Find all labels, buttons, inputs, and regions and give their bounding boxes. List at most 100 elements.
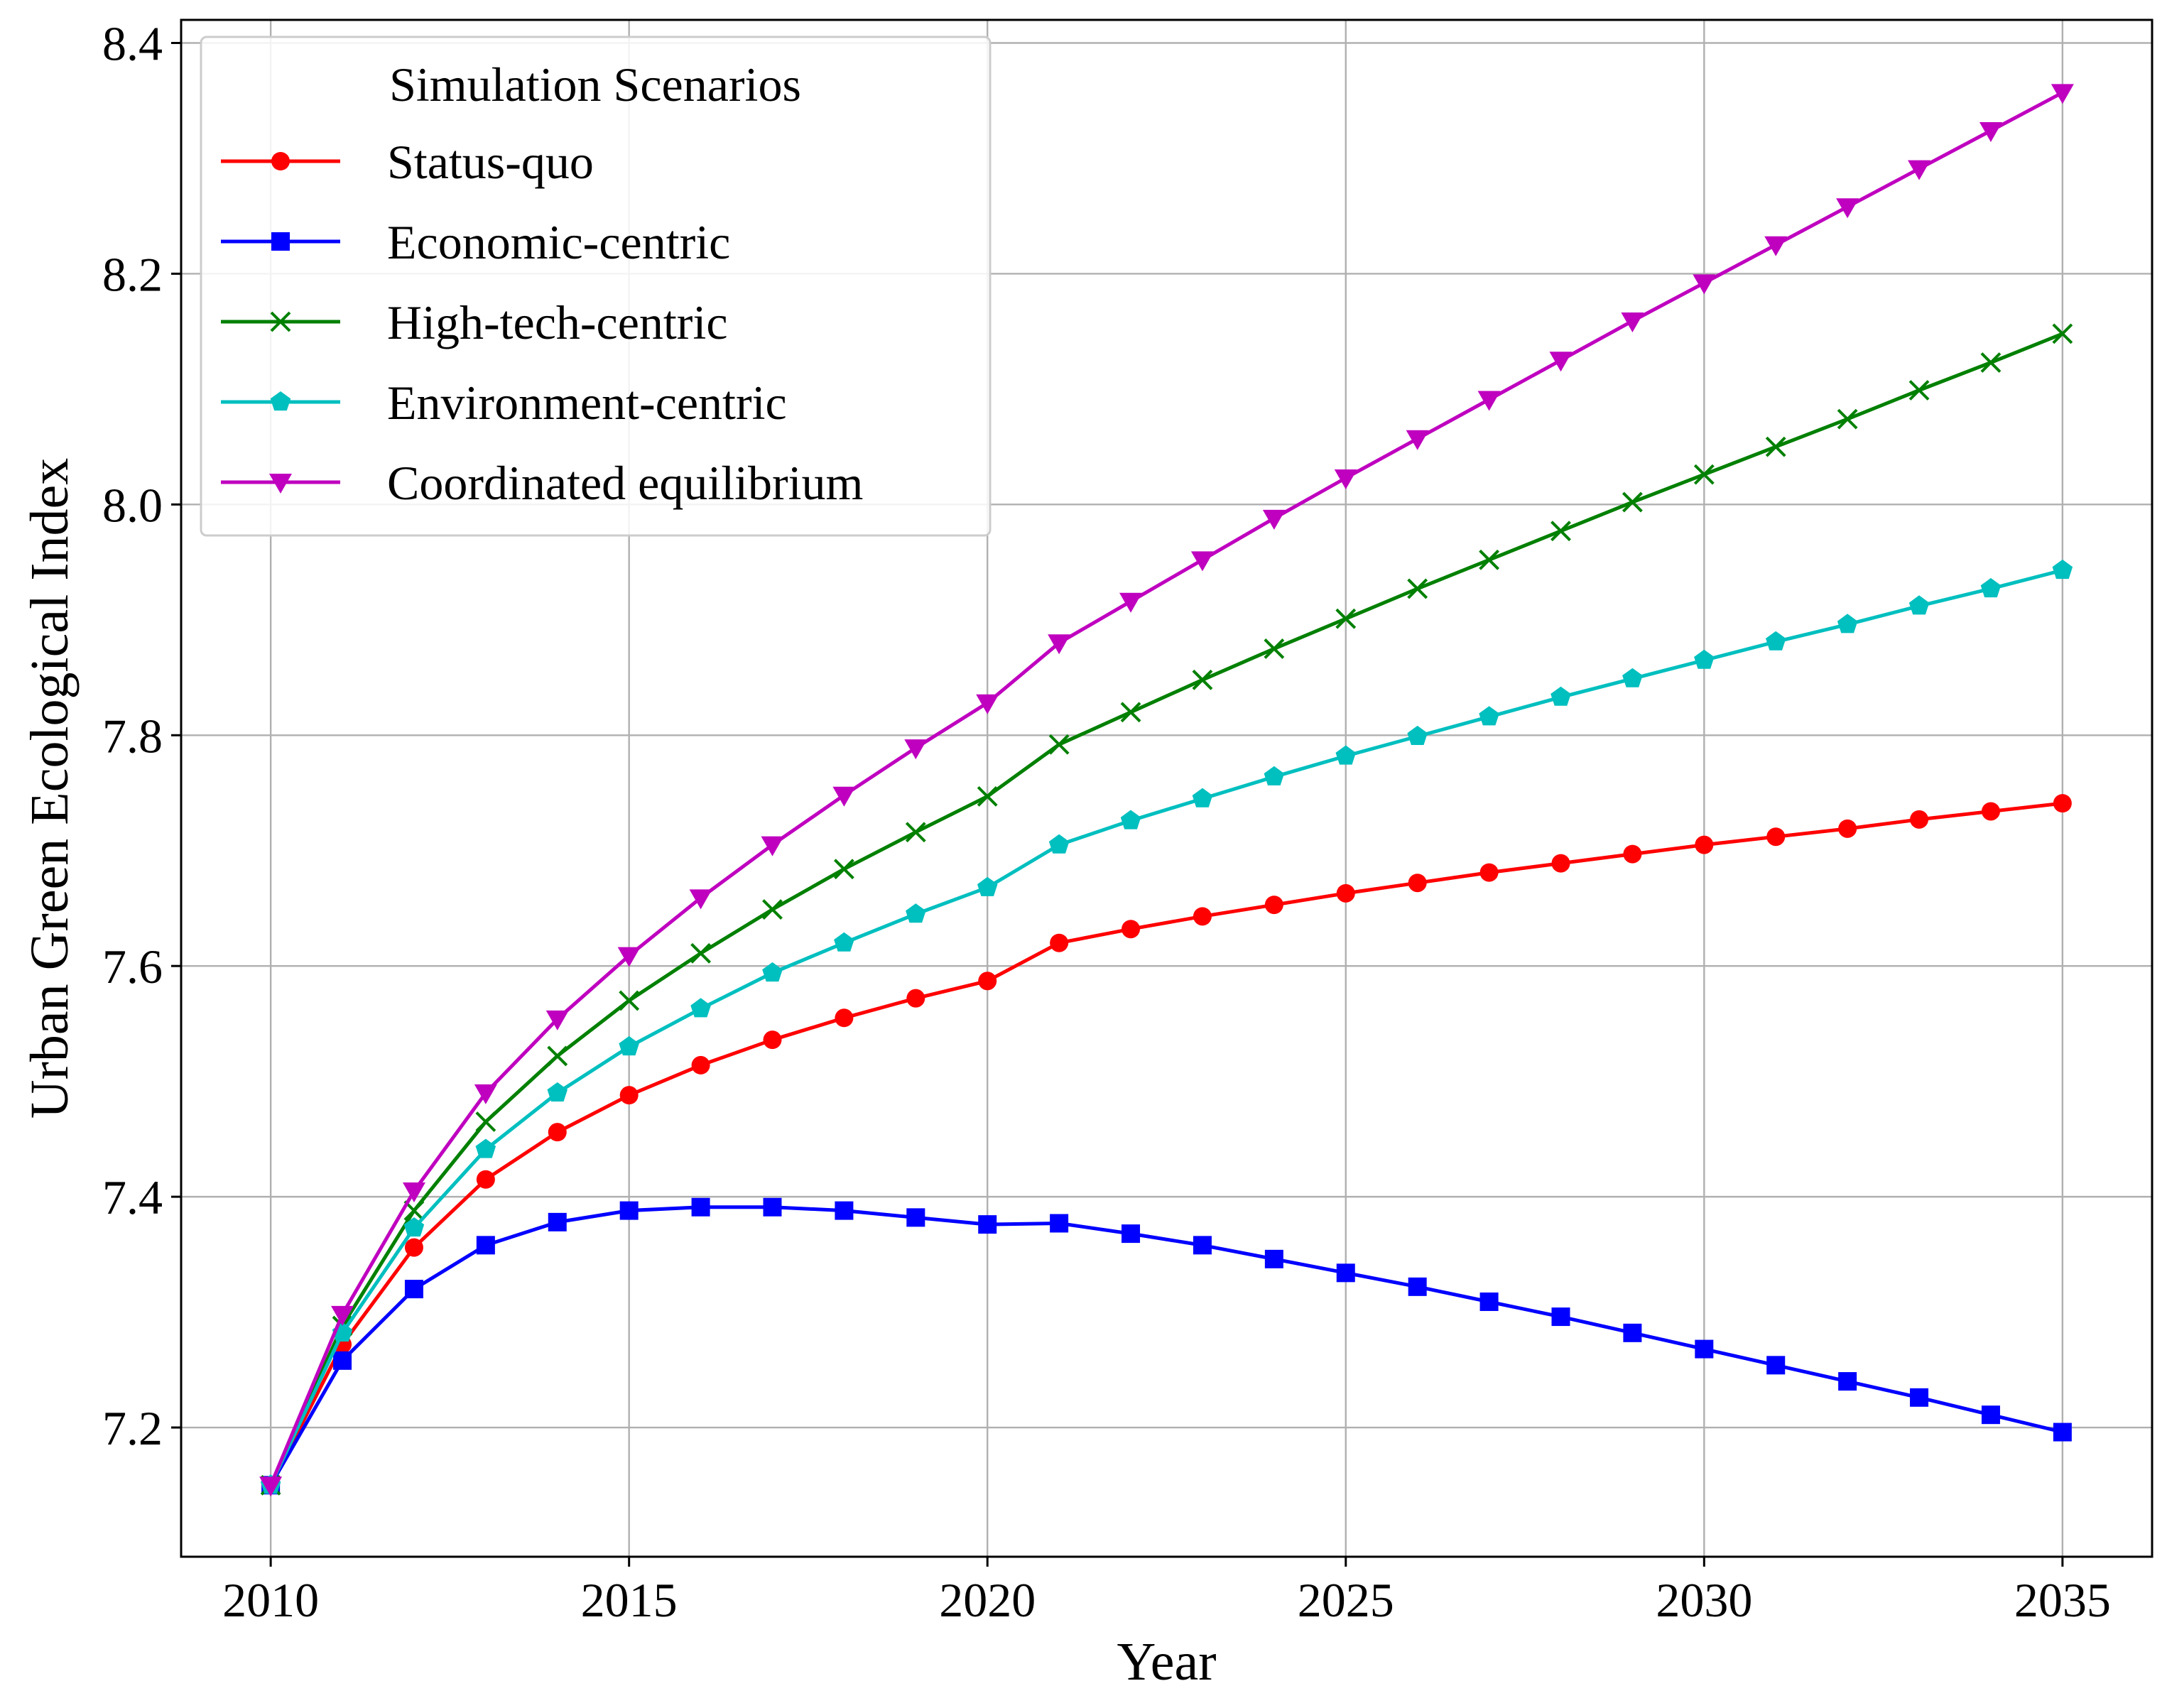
data-point-status-quo (1193, 907, 1212, 926)
data-point-environment-centric (475, 1138, 496, 1158)
data-point-economic-centric (835, 1201, 854, 1220)
data-point-high-tech-centric (1550, 521, 1571, 542)
data-point-economic-centric (1766, 1356, 1786, 1375)
data-point-high-tech-centric (547, 1045, 568, 1067)
data-point-coordinated-equilibrium (1048, 634, 1071, 655)
data-point-environment-centric (1766, 631, 1786, 651)
data-point-status-quo (476, 1170, 495, 1189)
data-point-coordinated-equilibrium (832, 786, 856, 807)
series-line-status-quo (268, 801, 2063, 1486)
y-tick-label: 7.8 (102, 709, 163, 763)
data-point-economic-centric (1910, 1388, 1929, 1407)
data-point-economic-centric (2053, 1423, 2072, 1442)
data-point-environment-centric (2052, 559, 2073, 580)
data-point-economic-centric (1264, 1249, 1283, 1268)
data-point-high-tech-centric (1693, 464, 1715, 485)
data-point-environment-centric (977, 876, 998, 896)
data-point-economic-centric (404, 1280, 423, 1299)
axis-ticks: 2010 2015 2020 2025 2030 2035 7.2 7.4 7.6 7.8 8.0 8… (102, 16, 2111, 1627)
data-point-high-tech-centric (905, 822, 926, 843)
legend-item-coordinated-equilibrium: Coordinated equilibrium (221, 456, 863, 510)
legend-label-environment-centric: Environment-centric (387, 376, 787, 430)
data-point-coordinated-equilibrium (331, 1305, 354, 1326)
data-point-high-tech-centric (1908, 380, 1930, 401)
data-point-coordinated-equilibrium (617, 947, 641, 967)
data-point-status-quo (619, 1086, 639, 1105)
data-point-high-tech-centric (690, 942, 712, 964)
data-point-environment-centric (619, 1035, 639, 1056)
data-point-economic-centric (1695, 1339, 1714, 1359)
legend-item-status-quo: Status-quo (221, 135, 594, 189)
x-tick-label: 2015 (581, 1573, 678, 1627)
data-point-economic-centric (978, 1215, 997, 1234)
data-point-environment-centric (1694, 649, 1715, 669)
data-point-coordinated-equilibrium (2051, 84, 2074, 104)
data-point-high-tech-centric (1765, 436, 1786, 457)
series-status-quo (261, 794, 2072, 1495)
data-point-coordinated-equilibrium (761, 836, 784, 856)
data-point-environment-centric (1264, 766, 1285, 785)
data-point-high-tech-centric (1264, 638, 1285, 659)
legend-marker-economic-centric (271, 232, 290, 251)
data-point-economic-centric (619, 1201, 639, 1220)
data-point-coordinated-equilibrium (259, 1476, 283, 1497)
x-tick-label: 2035 (2014, 1573, 2111, 1627)
data-point-status-quo (763, 1030, 782, 1050)
y-tick-label: 7.6 (102, 940, 163, 994)
data-point-economic-centric (763, 1197, 782, 1217)
data-point-coordinated-equilibrium (1979, 121, 2002, 142)
data-point-coordinated-equilibrium (1764, 236, 1788, 256)
legend-marker-coordinated-equilibrium (269, 474, 292, 494)
series-layer (259, 84, 2074, 1497)
data-point-status-quo (1838, 819, 1857, 838)
data-point-environment-centric (1980, 577, 2002, 598)
series-line-high-tech-centric (268, 332, 2063, 1486)
data-point-economic-centric (1050, 1214, 1069, 1233)
data-point-environment-centric (403, 1217, 425, 1237)
data-point-coordinated-equilibrium (1119, 592, 1143, 613)
data-point-high-tech-centric (1120, 702, 1141, 723)
data-point-status-quo (906, 989, 925, 1008)
legend-item-high-tech-centric: High-tech-centric (221, 295, 728, 349)
data-point-status-quo (1408, 874, 1427, 893)
legend-label-high-tech-centric: High-tech-centric (387, 295, 728, 349)
data-point-coordinated-equilibrium (904, 739, 928, 760)
data-point-environment-centric (1335, 745, 1356, 765)
x-axis-label: Year (1117, 1632, 1216, 1692)
y-tick-label: 7.2 (102, 1401, 163, 1455)
legend-item-economic-centric: Economic-centric (221, 215, 730, 269)
data-point-coordinated-equilibrium (402, 1182, 425, 1202)
legend-title: Simulation Scenarios (389, 58, 801, 111)
legend-box (200, 36, 992, 537)
series-environment-centric (260, 559, 2073, 1494)
series-line-economic-centric (268, 1205, 2063, 1486)
y-tick-label: 7.4 (102, 1170, 163, 1224)
data-point-status-quo (1121, 920, 1141, 939)
data-point-economic-centric (1623, 1323, 1642, 1342)
data-point-environment-centric (1048, 834, 1070, 854)
series-line-environment-centric (268, 568, 2063, 1486)
data-point-coordinated-equilibrium (1477, 391, 1501, 411)
data-point-status-quo (978, 972, 997, 991)
data-point-environment-centric (1192, 788, 1213, 807)
data-point-high-tech-centric (619, 990, 640, 1011)
y-tick-label: 8.0 (102, 478, 163, 532)
x-tick-label: 2025 (1298, 1573, 1394, 1627)
data-point-coordinated-equilibrium (976, 694, 999, 714)
data-point-environment-centric (906, 903, 926, 923)
data-point-economic-centric (1121, 1224, 1141, 1244)
data-point-economic-centric (1551, 1307, 1570, 1327)
data-point-status-quo (404, 1238, 423, 1257)
data-point-high-tech-centric (1837, 408, 1858, 430)
data-point-status-quo (1050, 933, 1069, 952)
data-point-economic-centric (548, 1212, 567, 1231)
y-tick-label: 8.2 (102, 247, 163, 301)
data-point-environment-centric (834, 932, 854, 952)
data-point-environment-centric (1550, 686, 1571, 706)
data-point-high-tech-centric (475, 1111, 496, 1132)
data-point-environment-centric (1407, 725, 1428, 745)
data-point-coordinated-equilibrium (474, 1084, 497, 1104)
plot-frame (180, 18, 2154, 1558)
data-point-economic-centric (691, 1197, 710, 1217)
